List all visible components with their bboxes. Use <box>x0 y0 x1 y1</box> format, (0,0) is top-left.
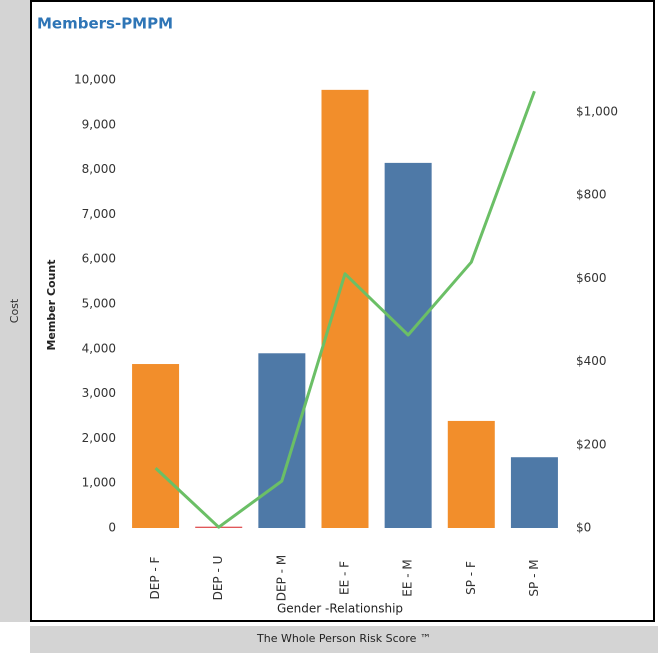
y-tick-label: 4,000 <box>82 341 116 355</box>
y-axis-title: Member Count <box>45 259 58 350</box>
bar <box>321 89 369 528</box>
side-label: Cost <box>8 298 21 323</box>
bar <box>447 420 495 528</box>
bar <box>384 162 432 528</box>
y-tick-label: 1,000 <box>82 476 116 490</box>
y-tick-label: 0 <box>108 521 116 535</box>
y-tick-label: 10,000 <box>74 73 116 87</box>
y2-tick-label: $800 <box>576 188 607 202</box>
x-tick-label: SP - F <box>464 561 478 595</box>
y2-tick-label: $200 <box>576 437 607 451</box>
line <box>154 90 536 529</box>
footer: The Whole Person Risk Score ™ <box>256 632 431 645</box>
y-tick-label: 6,000 <box>82 252 116 266</box>
x-tick-label: EE - M <box>401 559 415 596</box>
x-tick-label: DEP - U <box>211 556 225 601</box>
bar <box>258 353 306 528</box>
x-tick-label: DEP - M <box>274 555 288 601</box>
footer-strip <box>30 626 658 653</box>
y-tick-label: 5,000 <box>82 297 116 311</box>
y-tick-label: 8,000 <box>82 162 116 176</box>
x-axis-title: Gender -Relationship <box>277 602 403 616</box>
side-strip <box>0 0 30 622</box>
bar <box>132 364 180 528</box>
bar <box>510 457 558 528</box>
y2-tick-label: $1,000 <box>576 105 618 119</box>
y2-tick-label: $0 <box>576 521 591 535</box>
y-tick-label: 9,000 <box>82 117 116 131</box>
y-tick-label: 3,000 <box>82 386 116 400</box>
y2-tick-label: $400 <box>576 354 607 368</box>
y-tick-label: 2,000 <box>82 431 116 445</box>
y2-tick-label: $600 <box>576 271 607 285</box>
x-tick-label: SP - M <box>527 559 541 596</box>
x-tick-label: EE - F <box>338 561 352 595</box>
y-tick-label: 7,000 <box>82 207 116 221</box>
chart-title: Members-PMPM <box>37 15 173 33</box>
x-tick-label: DEP - F <box>148 556 162 599</box>
